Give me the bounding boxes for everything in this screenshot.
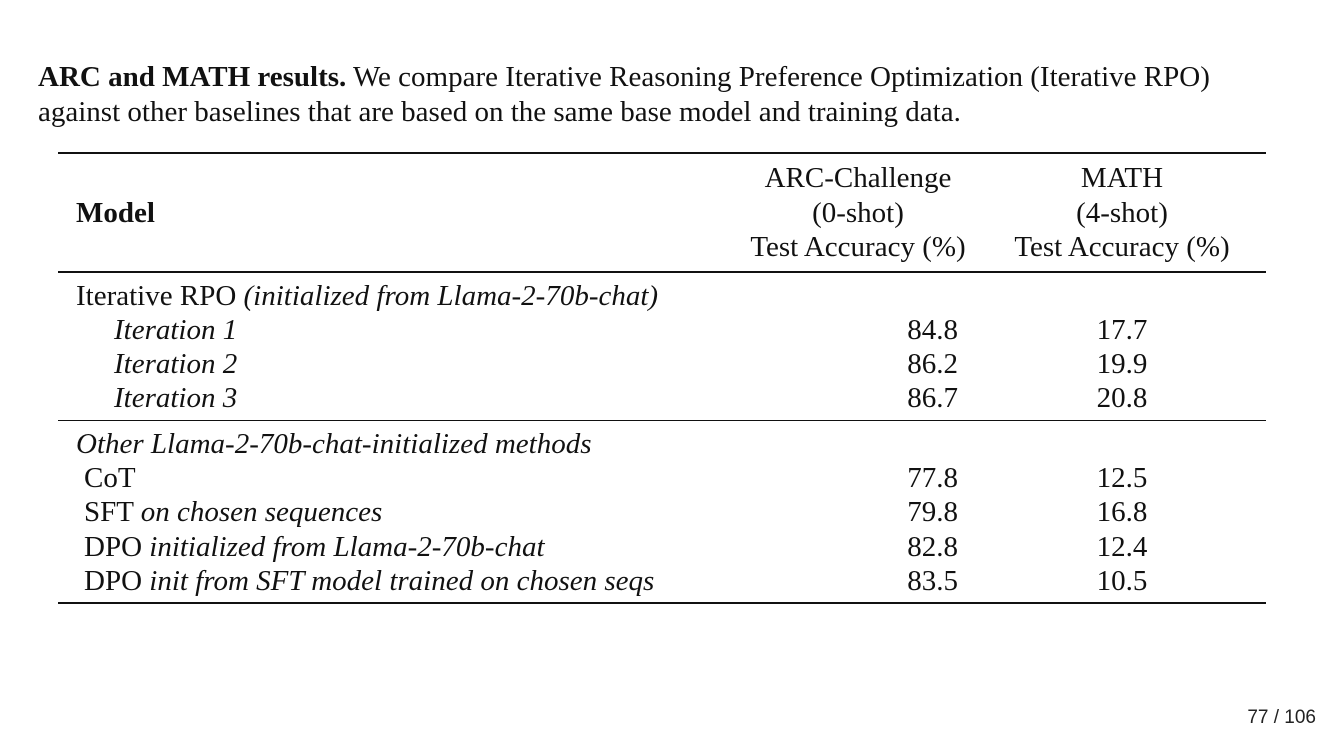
caption-text: We compare Iterative Reasoning Preferenc… (38, 61, 1210, 128)
arc-value: 86.7 (907, 382, 958, 415)
math-value: 19.9 (1096, 348, 1148, 381)
row-name: Iteration 1 (58, 313, 738, 347)
row-name-italic: on chosen sequences (140, 496, 383, 529)
row-name-italic: initialized from Llama-2-70b-chat (149, 530, 545, 563)
header-row: Model ARC-Challenge (0-shot) Test Accura… (58, 153, 1266, 272)
row-name: DPO init from SFT model trained on chose… (58, 564, 738, 603)
header-math: MATH (4-shot) Test Accuracy (%) (978, 153, 1266, 272)
arc-value: 84.8 (907, 313, 958, 346)
caption: ARC and MATH results. We compare Iterati… (38, 60, 1298, 130)
math-value: 12.4 (1096, 530, 1148, 563)
header-arc-line1: ARC-Challenge (764, 162, 952, 194)
row-name-text: Iteration 2 (114, 348, 238, 381)
table-row: Iteration 3 86.7 20.8 (58, 381, 1266, 420)
row-name: CoT (58, 461, 738, 495)
group-title-row: Iterative RPO (initialized from Llama-2-… (58, 272, 1266, 313)
results-table: Model ARC-Challenge (0-shot) Test Accura… (58, 152, 1266, 604)
row-name: SFT on chosen sequences (58, 495, 738, 529)
table-row: DPO initialized from Llama-2-70b-chat 82… (58, 530, 1266, 564)
group-title-italic: Other Llama-2-70b-chat-initialized metho… (76, 427, 592, 460)
header-arc-line3: Test Accuracy (%) (750, 231, 966, 263)
group-other-methods: Other Llama-2-70b-chat-initialized metho… (58, 420, 1266, 604)
table-row: Iteration 2 86.2 19.9 (58, 347, 1266, 381)
arc-value: 83.5 (907, 564, 958, 597)
group-title-italic: (initialized from Llama-2-70b-chat) (243, 279, 659, 312)
table-row: DPO init from SFT model trained on chose… (58, 564, 1266, 604)
group-title: Other Llama-2-70b-chat-initialized metho… (58, 420, 1266, 461)
math-value: 12.5 (1096, 461, 1148, 494)
arc-value: 79.8 (907, 496, 958, 529)
group-iterative-rpo: Iterative RPO (initialized from Llama-2-… (58, 272, 1266, 421)
header-math-line2: (4-shot) (1076, 196, 1168, 229)
row-name-plain: DPO (84, 564, 150, 597)
row-name-plain: DPO (84, 530, 150, 563)
page-number: 77 / 106 (1247, 707, 1316, 728)
row-name: Iteration 3 (58, 381, 738, 420)
table-row: SFT on chosen sequences 79.8 16.8 (58, 495, 1266, 529)
header-arc-line2: (0-shot) (812, 196, 904, 229)
math-value: 10.5 (1096, 564, 1148, 597)
group-title-plain: Iterative RPO (76, 279, 244, 312)
row-name-plain: SFT (84, 496, 141, 529)
header-model: Model (76, 196, 155, 229)
table-row: CoT 77.8 12.5 (58, 461, 1266, 495)
math-value: 16.8 (1096, 496, 1148, 529)
header-math-line1: MATH (1080, 162, 1164, 194)
arc-value: 82.8 (907, 530, 958, 563)
math-value: 20.8 (1096, 382, 1148, 415)
row-name-text: Iteration 3 (114, 382, 238, 415)
arc-value: 77.8 (907, 461, 958, 494)
group-title: Iterative RPO (initialized from Llama-2-… (58, 272, 1266, 313)
caption-bold-lead: ARC and MATH results. (38, 61, 347, 93)
row-name-text: Iteration 1 (114, 313, 238, 346)
math-value: 17.7 (1096, 313, 1148, 346)
row-name-plain: CoT (84, 461, 136, 494)
row-name: DPO initialized from Llama-2-70b-chat (58, 530, 738, 564)
group-title-row: Other Llama-2-70b-chat-initialized metho… (58, 420, 1266, 461)
header-arc: ARC-Challenge (0-shot) Test Accuracy (%) (738, 153, 978, 272)
arc-value: 86.2 (907, 348, 958, 381)
row-name-italic: init from SFT model trained on chosen se… (149, 564, 655, 597)
header-math-line3: Test Accuracy (%) (1014, 231, 1230, 263)
row-name: Iteration 2 (58, 347, 738, 381)
table-row: Iteration 1 84.8 17.7 (58, 313, 1266, 347)
